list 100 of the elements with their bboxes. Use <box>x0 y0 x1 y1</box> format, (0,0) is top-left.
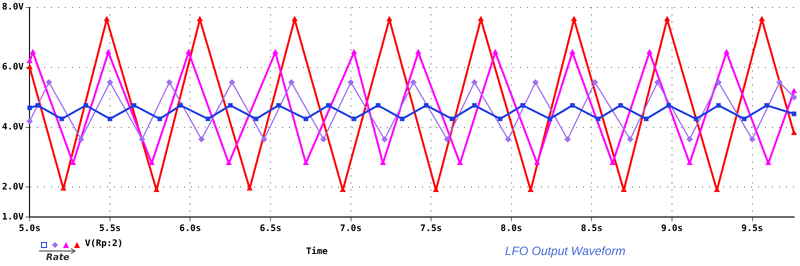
point <box>749 136 756 142</box>
point <box>348 79 354 86</box>
point <box>766 160 771 165</box>
x-tick-label: 5.0s <box>18 224 41 234</box>
point <box>106 49 112 54</box>
point <box>654 79 661 86</box>
point <box>592 79 598 86</box>
point <box>139 136 146 142</box>
x-tick-label: 9.5s <box>741 224 764 234</box>
point <box>106 79 113 86</box>
point <box>30 49 36 54</box>
point <box>197 16 203 22</box>
point <box>149 160 154 165</box>
point <box>666 103 672 108</box>
point <box>764 103 769 108</box>
point <box>534 160 540 165</box>
point <box>132 103 136 108</box>
point <box>410 79 416 86</box>
point <box>376 103 380 108</box>
point <box>627 136 634 142</box>
point <box>532 79 538 86</box>
point <box>78 136 84 142</box>
point <box>791 130 797 136</box>
point <box>166 79 172 86</box>
point <box>26 118 33 124</box>
point <box>570 103 575 108</box>
point <box>742 116 746 122</box>
x-tick-label: 7.5s <box>420 224 442 234</box>
point <box>416 49 421 54</box>
point <box>457 160 463 165</box>
point <box>686 136 693 142</box>
point <box>724 49 730 54</box>
point <box>444 136 450 142</box>
point <box>186 49 192 54</box>
point <box>254 116 258 122</box>
point <box>292 16 298 22</box>
point <box>776 79 783 86</box>
x-tick-label: 5.5s <box>99 224 121 234</box>
y-tick-label: 2.0V <box>2 182 24 193</box>
point <box>505 136 512 142</box>
point <box>478 16 484 22</box>
point <box>498 116 502 122</box>
point <box>400 116 404 122</box>
point <box>27 64 32 70</box>
point <box>272 49 278 54</box>
point <box>571 16 577 22</box>
y-tick-label: 1.0V <box>2 212 24 223</box>
point <box>664 16 670 22</box>
point <box>596 116 600 122</box>
point <box>610 160 616 165</box>
point <box>450 116 454 122</box>
point <box>646 49 652 54</box>
point <box>35 103 40 108</box>
point <box>352 116 356 122</box>
point <box>520 103 525 108</box>
point <box>70 160 76 165</box>
point <box>694 116 698 122</box>
x-axis-title: Time <box>306 247 328 257</box>
point <box>304 116 308 122</box>
point <box>27 58 32 64</box>
point <box>351 49 357 54</box>
y-tick-label: 4.0V <box>2 122 24 133</box>
point <box>261 136 268 142</box>
point <box>303 160 309 165</box>
x-tick-label: 6.0s <box>179 224 202 234</box>
point <box>320 136 327 142</box>
point <box>548 116 552 122</box>
point <box>471 79 478 86</box>
point <box>104 16 110 22</box>
y-tick-label: 8.0V <box>2 2 24 13</box>
point <box>472 103 477 108</box>
x-tick-label: 6.5s <box>260 224 282 234</box>
point <box>759 16 765 22</box>
point <box>792 112 796 116</box>
point <box>178 103 183 108</box>
point <box>382 136 388 142</box>
point <box>686 160 692 165</box>
point <box>492 49 498 54</box>
x-tick-label: 7.0s <box>340 224 362 234</box>
legend-title: V(Rp:2) <box>85 239 123 249</box>
point <box>228 103 233 108</box>
point <box>424 103 429 108</box>
point <box>198 136 204 142</box>
x-tick-label: 8.0s <box>500 224 522 234</box>
point <box>716 79 722 86</box>
x-tick-label: 8.5s <box>580 224 603 234</box>
point <box>644 116 649 122</box>
point <box>46 79 52 86</box>
point <box>157 116 162 122</box>
text: Rate <box>46 253 70 263</box>
point <box>276 103 281 108</box>
point <box>386 16 392 22</box>
point <box>226 160 232 165</box>
point <box>84 103 88 108</box>
point <box>288 79 294 86</box>
point <box>108 116 112 122</box>
point <box>570 49 576 54</box>
y-tick-label: 6.0V <box>2 62 24 73</box>
point <box>60 116 64 122</box>
point <box>618 103 623 108</box>
